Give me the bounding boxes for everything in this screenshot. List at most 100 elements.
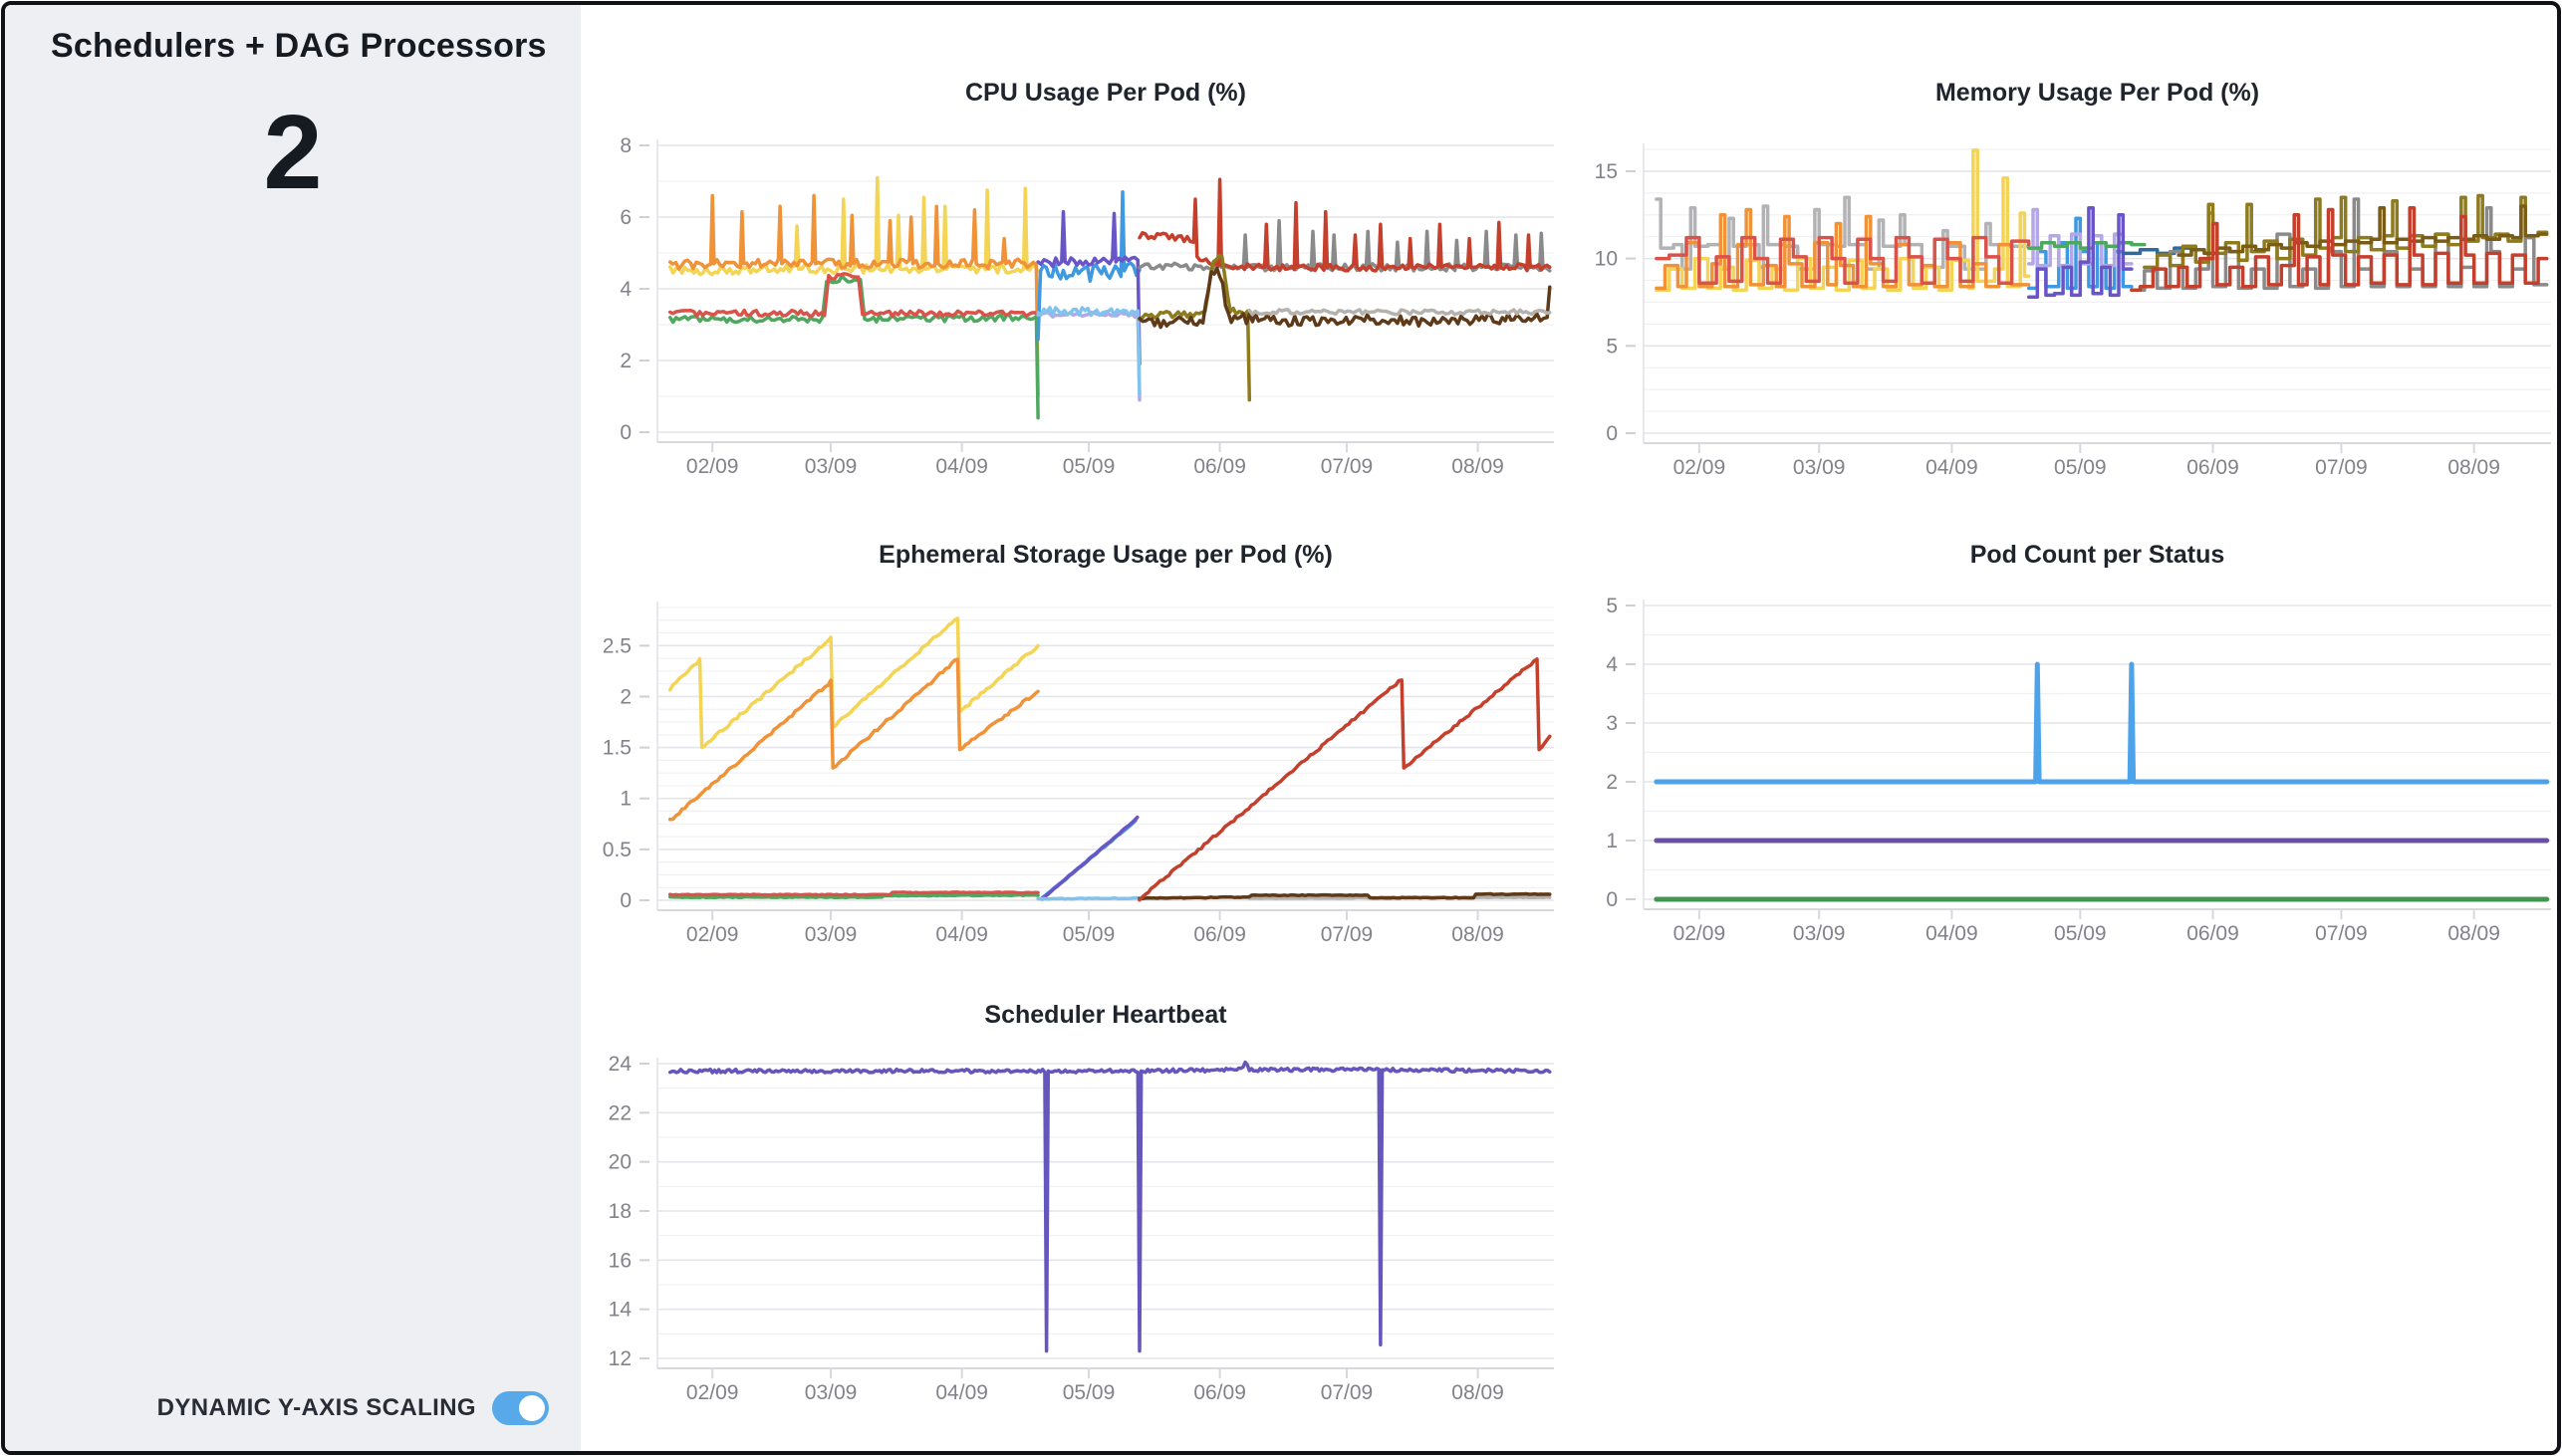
series-pod-orange [667, 657, 1040, 822]
chart-title: Pod Count per Status [1970, 541, 2225, 569]
toggle-row: DYNAMIC Y-AXIS SCALING [5, 1391, 581, 1425]
series-pod-red [667, 272, 1040, 319]
chart-title: CPU Usage Per Pod (%) [965, 79, 1246, 107]
y-tick-label: 5 [1606, 595, 1618, 617]
series-pod-olive [1138, 253, 1252, 402]
x-tick-label: 03/09 [805, 1381, 858, 1404]
x-tick-label: 07/09 [2315, 922, 2368, 945]
y-tick-label: 2.5 [603, 634, 632, 657]
x-tick-label: 02/09 [686, 923, 739, 946]
y-axis-labels: 0 2 4 6 8 [620, 134, 649, 444]
y-tick-label: 18 [609, 1200, 632, 1223]
y-axis-labels: 0 0.5 1 1.5 2 2.5 [603, 634, 649, 912]
series-pod-brickred [1138, 657, 1552, 902]
y-axis-labels: 12 14 16 18 20 22 24 [609, 1053, 649, 1370]
gridlines [657, 144, 1554, 433]
axes [1643, 143, 2551, 444]
series-pod-green [2026, 241, 2147, 250]
series-pod-silver [1247, 308, 1552, 317]
series-pod-green [667, 274, 1040, 420]
series-pod-lightblue [1036, 895, 1142, 901]
series-pod-brown [2177, 204, 2549, 257]
y-tick-label: 14 [609, 1299, 633, 1322]
x-tick-label: 05/09 [1063, 923, 1116, 946]
y-axis-labels: 0 5 10 15 [1595, 160, 1636, 445]
x-tick-label: 08/09 [2447, 922, 2500, 945]
y-tick-label: 4 [1606, 653, 1618, 676]
series-group [667, 1060, 1552, 1353]
x-tick-label: 04/09 [935, 923, 988, 946]
chart-mem: 0 5 10 15 02/09 03/09 04/09 05/09 06/09 07/09 08/0… [1595, 79, 2551, 479]
x-tick-label: 05/09 [1063, 1381, 1116, 1404]
y-tick-label: 1 [1606, 830, 1618, 852]
series-pod-brown [1138, 266, 1552, 330]
gridlines [1644, 148, 2551, 434]
series-pod-gray [1138, 217, 1552, 273]
y-tick-label: 0 [1606, 422, 1618, 445]
x-tick-label: 02/09 [686, 1381, 739, 1404]
series-group [1654, 661, 2550, 902]
x-tick-label: 08/09 [1451, 923, 1504, 946]
x-axis-labels: 02/09 03/09 04/09 05/09 06/09 07/09 08/09 [686, 1368, 1504, 1404]
x-tick-label: 07/09 [1321, 455, 1374, 478]
y-tick-label: 12 [609, 1347, 632, 1370]
chart-pod: 0 1 2 3 4 5 02/09 03/09 04/09 05/09 06/09 07/09 08/0… [1606, 541, 2551, 945]
chart-cpu: 0 2 4 6 8 02/09 03/09 04/09 05/09 06/09 07/09 08/09… [620, 79, 1554, 478]
y-tick-label: 1 [620, 788, 632, 811]
x-tick-label: 03/09 [805, 923, 858, 946]
axes [656, 1058, 1554, 1369]
series-pod-orange [667, 193, 1040, 398]
y-tick-label: 0.5 [603, 839, 632, 861]
x-tick-label: 06/09 [2186, 456, 2239, 479]
y-tick-label: 15 [1595, 160, 1618, 183]
y-tick-label: 0 [620, 889, 632, 912]
x-tick-label: 02/09 [686, 455, 739, 478]
series-group [667, 616, 1552, 902]
x-tick-label: 08/09 [1451, 455, 1504, 478]
y-tick-label: 3 [1606, 712, 1618, 735]
x-tick-label: 08/09 [2447, 456, 2500, 479]
x-tick-label: 07/09 [1321, 923, 1374, 946]
series-pod-indigo [1040, 815, 1140, 901]
series-pod-yellow [667, 616, 1040, 750]
x-tick-label: 05/09 [1063, 455, 1116, 478]
scheduler-count-value: 2 [263, 94, 323, 211]
chart-title: Memory Usage Per Pod (%) [1935, 79, 2259, 107]
y-tick-label: 2 [620, 685, 632, 708]
y-tick-label: 0 [1606, 888, 1618, 911]
series-pod-purple [2026, 206, 2134, 299]
axes [1643, 600, 2551, 910]
series-status-blue [1654, 661, 2550, 785]
axes [656, 139, 1554, 443]
x-axis-labels: 02/09 03/09 04/09 05/09 06/09 07/09 08/09 [686, 442, 1504, 478]
series-pod-brickred [2130, 206, 2549, 292]
y-tick-label: 24 [609, 1053, 633, 1076]
y-tick-label: 4 [620, 278, 632, 301]
x-tick-label: 05/09 [2054, 456, 2107, 479]
axes [656, 602, 1554, 911]
dynamic-y-axis-toggle[interactable] [492, 1391, 549, 1425]
x-tick-label: 04/09 [935, 1381, 988, 1404]
series-group [1655, 148, 2549, 299]
x-tick-label: 05/09 [2054, 922, 2107, 945]
series-pod-lavender [1036, 310, 1142, 402]
x-tick-label: 02/09 [1673, 922, 1726, 945]
x-tick-label: 03/09 [1793, 456, 1846, 479]
series-pod-lavender [2026, 207, 2134, 268]
x-tick-label: 06/09 [2186, 922, 2239, 945]
y-tick-label: 2 [620, 350, 632, 372]
x-tick-label: 04/09 [935, 455, 988, 478]
series-pod-lightblue [1036, 306, 1142, 396]
x-tick-label: 07/09 [1321, 1381, 1374, 1404]
x-tick-label: 03/09 [805, 455, 858, 478]
y-tick-label: 1.5 [603, 737, 632, 760]
sidebar: Schedulers + DAG Processors 2 DYNAMIC Y-… [5, 5, 581, 1451]
chart-eph: 0 0.5 1 1.5 2 2.5 02/09 03/09 04/09 05/09 06/09 07/… [603, 541, 1554, 946]
y-tick-label: 22 [609, 1101, 632, 1124]
series-pod-green [667, 892, 1040, 900]
gridlines [657, 1063, 1554, 1359]
x-tick-label: 02/09 [1673, 456, 1726, 479]
